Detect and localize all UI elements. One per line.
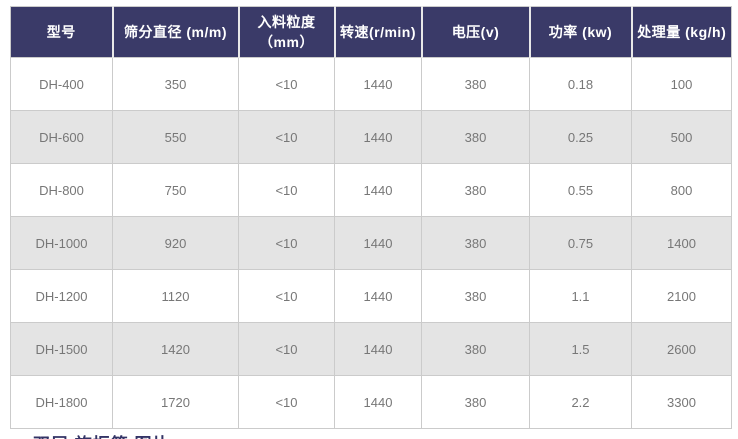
cell-capacity: 2100 — [631, 269, 732, 323]
cell-voltage: 380 — [421, 163, 530, 217]
cell-capacity: 2600 — [631, 322, 732, 376]
cell-capacity: 100 — [631, 57, 732, 111]
cell-model: DH-600 — [10, 110, 113, 164]
cell-feed-size: <10 — [238, 322, 335, 376]
cell-diameter: 920 — [112, 216, 239, 270]
cell-voltage: 380 — [421, 57, 530, 111]
cell-power: 1.1 — [529, 269, 632, 323]
cell-power: 0.18 — [529, 57, 632, 111]
cell-feed-size: <10 — [238, 269, 335, 323]
column-header-voltage: 电压(v) — [420, 6, 530, 58]
cell-feed-size: <10 — [238, 163, 335, 217]
cell-model: DH-1800 — [10, 375, 113, 429]
cell-speed: 1440 — [334, 110, 422, 164]
spec-table-container: 型号 筛分直径 (m/m) 入料粒度（mm） 转速(r/min) 电压(v) 功… — [10, 6, 732, 429]
cell-power: 0.25 — [529, 110, 632, 164]
cell-speed: 1440 — [334, 269, 422, 323]
cell-voltage: 380 — [421, 110, 530, 164]
cell-feed-size: <10 — [238, 57, 335, 111]
cell-model: DH-800 — [10, 163, 113, 217]
column-header-diameter: 筛分直径 (m/m) — [111, 6, 239, 58]
table-row: DH-1500 1420 <10 1440 380 1.5 2600 — [10, 322, 732, 376]
cell-model: DH-1200 — [10, 269, 113, 323]
table-row: DH-400 350 <10 1440 380 0.18 100 — [10, 57, 732, 111]
spec-table: 型号 筛分直径 (m/m) 入料粒度（mm） 转速(r/min) 电压(v) 功… — [10, 6, 732, 429]
cell-power: 1.5 — [529, 322, 632, 376]
table-row: DH-600 550 <10 1440 380 0.25 500 — [10, 110, 732, 164]
cell-capacity: 800 — [631, 163, 732, 217]
cell-speed: 1440 — [334, 322, 422, 376]
cell-speed: 1440 — [334, 375, 422, 429]
cell-capacity: 3300 — [631, 375, 732, 429]
cell-capacity: 500 — [631, 110, 732, 164]
column-header-feed-size: 入料粒度（mm） — [237, 6, 335, 58]
cell-diameter: 350 — [112, 57, 239, 111]
cell-voltage: 380 — [421, 322, 530, 376]
table-row: DH-1000 920 <10 1440 380 0.75 1400 — [10, 216, 732, 270]
table-row: DH-1200 1120 <10 1440 380 1.1 2100 — [10, 269, 732, 323]
table-row: DH-800 750 <10 1440 380 0.55 800 — [10, 163, 732, 217]
cell-power: 0.75 — [529, 216, 632, 270]
cell-power: 0.55 — [529, 163, 632, 217]
column-header-speed: 转速(r/min) — [333, 6, 422, 58]
header-row: 型号 筛分直径 (m/m) 入料粒度（mm） 转速(r/min) 电压(v) 功… — [10, 6, 732, 58]
cell-diameter: 550 — [112, 110, 239, 164]
cell-diameter: 1420 — [112, 322, 239, 376]
cell-diameter: 1720 — [112, 375, 239, 429]
column-header-capacity: 处理量 (kg/h) — [630, 6, 732, 58]
cell-voltage: 380 — [421, 216, 530, 270]
table-row: DH-1800 1720 <10 1440 380 2.2 3300 — [10, 375, 732, 429]
cell-feed-size: <10 — [238, 110, 335, 164]
cell-voltage: 380 — [421, 375, 530, 429]
cell-model: DH-1500 — [10, 322, 113, 376]
cell-capacity: 1400 — [631, 216, 732, 270]
cell-speed: 1440 — [334, 216, 422, 270]
cell-speed: 1440 — [334, 163, 422, 217]
cell-power: 2.2 — [529, 375, 632, 429]
cell-speed: 1440 — [334, 57, 422, 111]
cell-model: DH-400 — [10, 57, 113, 111]
clipped-caption: 双层 旋振筛 图片 — [33, 430, 170, 439]
cell-feed-size: <10 — [238, 216, 335, 270]
cell-feed-size: <10 — [238, 375, 335, 429]
cell-diameter: 750 — [112, 163, 239, 217]
cell-voltage: 380 — [421, 269, 530, 323]
cell-diameter: 1120 — [112, 269, 239, 323]
column-header-model: 型号 — [10, 6, 113, 58]
cell-model: DH-1000 — [10, 216, 113, 270]
column-header-power: 功率 (kw) — [528, 6, 632, 58]
